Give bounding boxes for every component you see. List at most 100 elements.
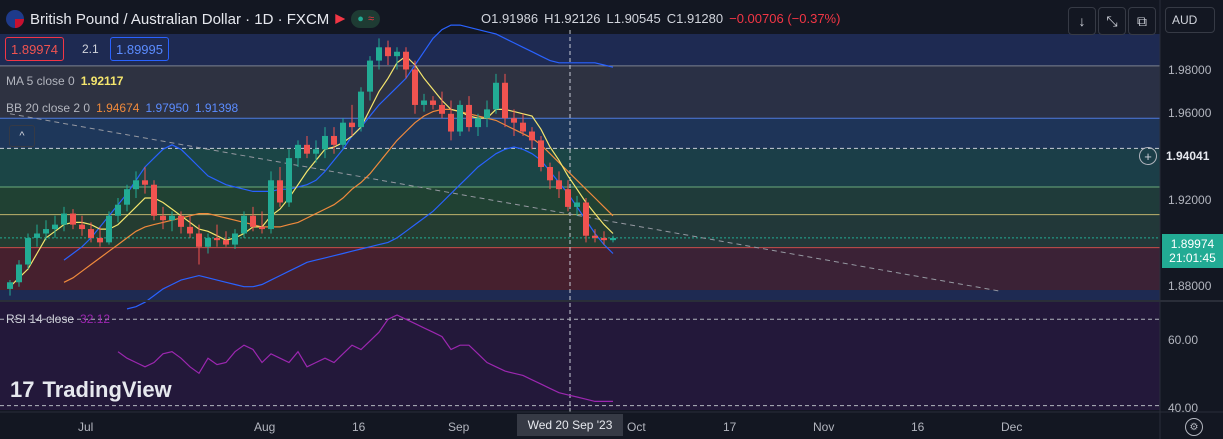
candle-body [187,226,193,234]
candle-body [34,233,40,238]
candle-body [313,149,319,154]
last-price-tag: 1.89974 21:01:45 [1162,234,1223,268]
candle-body [538,140,544,167]
high-value: H1.92126 [544,11,601,26]
gbp-aud-flag-icon [6,10,24,28]
candle-body [412,69,418,105]
candle-body [376,47,382,61]
candle-body [484,109,490,119]
alert-wave-icon: ≈ [367,13,374,25]
candle-body [70,213,76,225]
candle-body [340,122,346,145]
candle-body [250,215,256,227]
ohlc-readout: O1.91986 H1.92126 L1.90545 C1.91280 −0.0… [481,11,840,26]
candle-body [547,167,553,181]
time-tick: 16 [911,420,925,434]
range-zone [0,65,610,119]
candle-body [520,122,526,132]
trendline-dashed [9,113,1001,292]
candle-body [358,91,364,128]
candle-body [133,180,139,190]
ma-label: MA 5 close 0 [6,74,75,88]
bb-upper-value: 1.97950 [145,101,189,115]
bar-countdown: 21:01:45 [1169,251,1216,265]
bb-lower-value: 1.91398 [194,101,239,115]
settings-gear-icon[interactable]: ⚙ [1185,418,1203,436]
low-value: L1.90545 [606,11,661,26]
sell-price-button[interactable]: 1.89974 [5,37,64,61]
currency-selector[interactable]: AUD [1165,7,1215,33]
bb-legend[interactable]: BB 20 close 2 0 1.94674 1.97950 1.91398 [6,101,238,115]
rsi-pane-bg [0,302,1160,410]
symbol-title[interactable]: British Pound / Australian Dollar · 1D ·… [30,10,330,28]
tradingview-mark-icon: 17 [10,377,35,402]
time-tick: 17 [723,420,737,434]
candle-body [601,237,607,241]
spread-value: 2.1 [82,42,99,56]
candle-body [592,235,598,238]
open-value: O1.91986 [481,11,539,26]
bb-upper-line [63,24,614,261]
candle-body [259,226,265,230]
candle-body [88,229,94,238]
bb-lower-line [126,146,614,310]
candle-body [223,240,229,245]
price-tick: 1.98000 [1168,63,1212,77]
rsi-label: RSI 14 close [6,312,75,326]
candle-body [502,82,508,119]
candle-body [277,180,283,203]
rsi-pane [0,314,1160,407]
candle-body [367,60,373,92]
bb-label: BB 20 close 2 0 [6,101,91,115]
candle-body [574,202,580,207]
market-status-pill[interactable]: ● ≈ [351,10,380,28]
candle-body [205,237,211,247]
flag-marker-icon[interactable] [335,14,346,24]
candle-body [421,100,427,105]
candle-body [52,224,58,230]
candle-body [61,213,67,225]
tradingview-logo[interactable]: 17 TradingView [10,377,172,403]
rsi-value: 32.12 [80,312,111,326]
candle-body [295,144,301,159]
candle-body [439,104,445,114]
time-tick: Jul [78,420,94,434]
range-zone-ext [610,65,1160,119]
candle-body [16,264,22,283]
time-tick: Dec [1001,420,1023,434]
crosshair-date-tag: Wed 20 Sep '23 [517,414,623,436]
bb-basis-value: 1.94674 [96,101,140,115]
candle-body [511,118,517,123]
range-zone [0,118,610,149]
candle-body [196,233,202,247]
candle-body [286,158,292,203]
rsi-legend[interactable]: RSI 14 close 32.12 [6,312,110,326]
candle-body [394,51,400,57]
tradingview-wordmark: TradingView [42,377,172,402]
price-tick: 1.88000 [1168,279,1212,293]
candle-body [106,215,112,243]
candle-body [43,229,49,234]
candle-body [385,47,391,57]
currency-label: AUD [1172,13,1198,27]
add-alert-icon[interactable]: + [1139,147,1157,165]
scroll-down-button[interactable]: ↓ [1068,7,1096,35]
bb-basis-line [63,108,614,283]
ma-legend[interactable]: MA 5 close 0 1.92117 [6,74,123,88]
candle-body [124,189,130,205]
buy-price-button[interactable]: 1.89995 [110,37,169,61]
candle-body [556,180,562,190]
time-tick: Aug [254,420,276,434]
screenshot-icon[interactable]: ⧉ [1128,7,1156,35]
candle-body [115,204,121,216]
candle-body [142,180,148,185]
collapse-legend-button[interactable]: ^ [9,125,35,147]
candle-body [583,202,589,236]
candle-body [448,113,454,132]
expand-icon[interactable]: ⤡ [1098,7,1126,35]
candle-body [304,144,310,154]
ma-value: 1.92117 [80,74,124,88]
candle-body [349,122,355,128]
